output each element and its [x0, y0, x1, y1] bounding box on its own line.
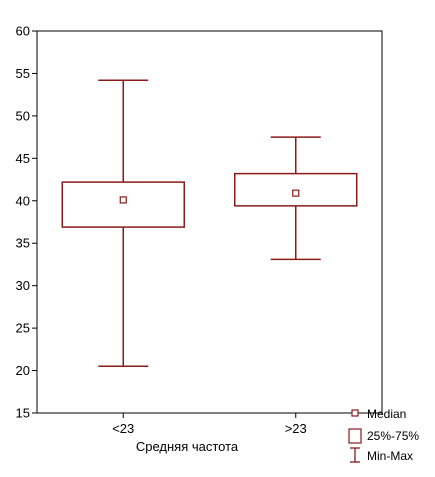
- x-tick-label: <23: [112, 421, 134, 436]
- iqr-box: [234, 172, 358, 207]
- box-series: [61, 79, 358, 368]
- box-group: [234, 136, 358, 261]
- y-tick-label: 25: [16, 321, 30, 336]
- y-tick-label: 60: [16, 24, 30, 39]
- y-axis: 15 20 25 30 35 40 45 50 55 60: [16, 24, 37, 421]
- y-tick-label: 50: [16, 108, 30, 123]
- legend: Median 25%-75% Min-Max: [348, 407, 419, 463]
- legend-iqr-label: 25%-75%: [367, 429, 419, 443]
- median-marker: [119, 196, 127, 204]
- legend-median-swatch: [351, 409, 359, 417]
- y-tick-label: 45: [16, 151, 30, 166]
- iqr-box: [61, 181, 185, 228]
- box-group: [61, 79, 185, 368]
- y-tick-label: 15: [16, 406, 30, 421]
- y-tick-label: 35: [16, 236, 30, 251]
- x-tick-label: >23: [285, 421, 307, 436]
- median-marker: [292, 189, 300, 197]
- y-tick-label: 20: [16, 363, 30, 378]
- legend-median-label: Median: [367, 407, 406, 421]
- legend-range-label: Min-Max: [367, 449, 413, 463]
- y-tick-label: 30: [16, 278, 30, 293]
- y-tick-label: 40: [16, 193, 30, 208]
- legend-iqr-swatch: [348, 428, 362, 444]
- x-axis: <23 >23: [112, 413, 307, 436]
- x-axis-label: Средняя частота: [136, 439, 239, 454]
- y-tick-label: 55: [16, 66, 30, 81]
